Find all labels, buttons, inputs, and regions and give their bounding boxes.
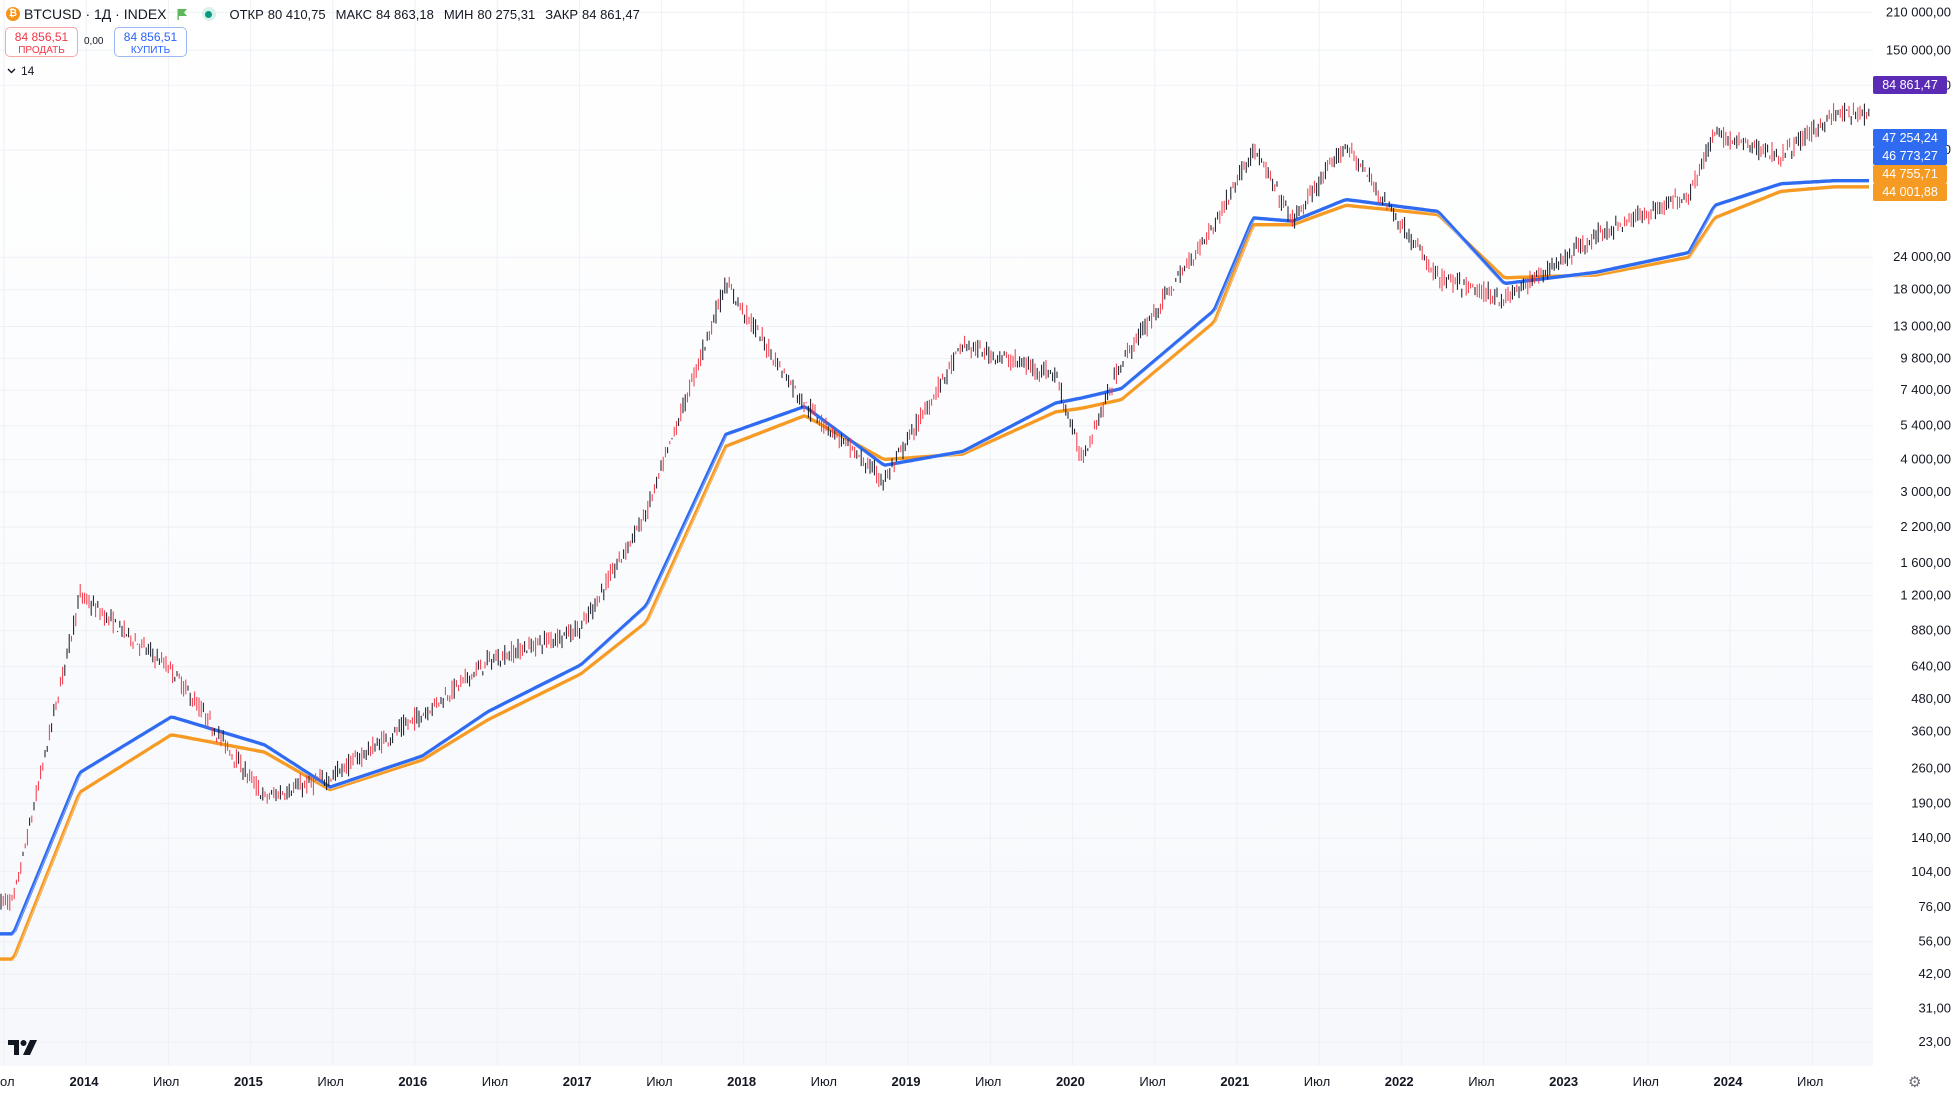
flag-icon[interactable] [177,8,188,20]
time-axis[interactable]: ол 2014 Июл 2015 Июл 2016 Июл 2017 Июл 2018 Июл 201… [0,1066,1873,1095]
market-status-icon[interactable] [201,7,216,21]
price-tag: 84 861,47 [1873,76,1947,94]
time-tick-label: 2019 [892,1074,921,1089]
time-axis-labels: ол 2014 Июл 2015 Июл 2016 Июл 2017 Июл 2018 Июл 201… [0,1074,1823,1089]
price-tick-label: 18 000,00 [1893,282,1951,297]
time-tick-label: Июл [153,1074,179,1089]
time-tick-label: Июл [1797,1074,1823,1089]
time-tick-label: 2016 [398,1074,427,1089]
time-tick-label: Июл [811,1074,837,1089]
time-tick-label: Июл [1633,1074,1659,1089]
price-tick-label: 31,00 [1918,1001,1951,1016]
price-tick-label: 5 400,00 [1900,418,1951,433]
high-value: 84 863,18 [375,6,434,22]
price-tick-label: 140,00 [1911,830,1951,845]
candles [0,102,1870,911]
price-tick-label: 150 000,00 [1886,42,1951,57]
time-tick-label: 2021 [1220,1074,1249,1089]
buy-label: КУПИТЬ [130,45,171,56]
ohlc-values: ОТКР 80 410,75 МАКС 84 863,18 МИН 80 275… [230,7,646,22]
price-tick-label: 880,00 [1911,623,1951,638]
grid [0,0,1873,1066]
price-tick-label: 3 000,00 [1900,484,1951,499]
time-tick-label: 2023 [1549,1074,1578,1089]
status-dot [205,10,212,18]
tradingview-logo-icon[interactable] [8,1040,38,1056]
price-tick-label: 23,00 [1918,1034,1951,1049]
buy-price: 84 856,51 [123,30,178,44]
moving-average-line-orange [0,185,1869,961]
high-label: МАКС [335,6,372,22]
time-tick-label: 2020 [1056,1074,1085,1089]
price-tag: 44 755,71 [1873,165,1947,183]
time-tick-label: Июл [482,1074,508,1089]
price-chart[interactable] [0,0,1873,1066]
price-tick-label: 56,00 [1918,934,1951,949]
price-tick-label: 1 200,00 [1900,588,1951,603]
price-tick-label: 9 800,00 [1900,350,1951,365]
time-tick-label: Июл [975,1074,1001,1089]
bitcoin-icon: ₿ [6,7,20,21]
price-tick-label: 24 000,00 [1893,249,1951,264]
close-label: ЗАКР [545,6,578,22]
time-tick-label: Июл [1304,1074,1330,1089]
open-value: 80 410,75 [267,6,326,22]
chart-area[interactable] [0,0,1873,1066]
time-tick-label: Июл [317,1074,343,1089]
price-tick-label: 190,00 [1911,796,1951,811]
time-tick-label: 2014 [70,1074,100,1089]
time-tick-label: ол [0,1074,15,1089]
open-label: ОТКР [229,6,264,22]
price-tag: 47 254,24 [1873,129,1947,147]
close-value: 84 861,47 [582,6,640,22]
price-tick-label: 13 000,00 [1893,318,1951,333]
time-tick-label: Июл [646,1074,672,1089]
sell-label: ПРОДАТЬ [18,45,65,56]
price-tick-label: 7 400,00 [1900,382,1951,397]
price-tick-label: 42,00 [1918,966,1951,981]
moving-average-band-orange [0,188,1869,962]
time-tick-label: 2018 [727,1074,756,1089]
buy-button[interactable]: 84 856,51 КУПИТЬ [114,27,187,57]
price-tag: 44 001,88 [1873,183,1947,201]
symbol-legend: ₿ BTCUSD · 1Д · INDEX ОТКР 80 410,75 МАК… [6,4,646,24]
price-tick-label: 1 600,00 [1900,555,1951,570]
price-tick-label: 2 200,00 [1900,519,1951,534]
price-tick-label: 104,00 [1911,864,1951,879]
gear-icon[interactable]: ⚙ [1908,1074,1922,1091]
time-tick-label: 2024 [1714,1074,1744,1089]
price-tick-label: 210 000,00 [1886,4,1951,19]
price-tick-label: 76,00 [1918,899,1951,914]
time-tick-label: 2022 [1385,1074,1414,1089]
symbol-title[interactable]: BTCUSD · 1Д · INDEX [24,6,167,22]
price-tick-label: 360,00 [1911,724,1951,739]
time-tick-label: Июл [1468,1074,1494,1089]
moving-average-line-blue [0,178,1869,936]
sell-price: 84 856,51 [14,30,69,44]
indicators-count: 14 [21,64,35,78]
spread-value: 0,00 [84,36,104,47]
chevron-down-icon [7,68,16,74]
price-tag: 46 773,27 [1873,147,1947,165]
time-tick-label: Июл [1139,1074,1165,1089]
low-label: МИН [443,6,474,22]
time-tick-label: 2017 [563,1074,592,1089]
indicators-toggle[interactable]: 14 [7,64,34,78]
sell-button[interactable]: 84 856,51 ПРОДАТЬ [5,27,78,57]
price-tick-label: 4 000,00 [1900,452,1951,467]
price-tick-label: 640,00 [1911,659,1951,674]
moving-average-band-blue [0,182,1869,937]
low-value: 80 275,31 [477,6,536,22]
price-tick-label: 260,00 [1911,760,1951,775]
time-tick-label: 2015 [234,1074,263,1089]
price-tick-label: 480,00 [1911,691,1951,706]
